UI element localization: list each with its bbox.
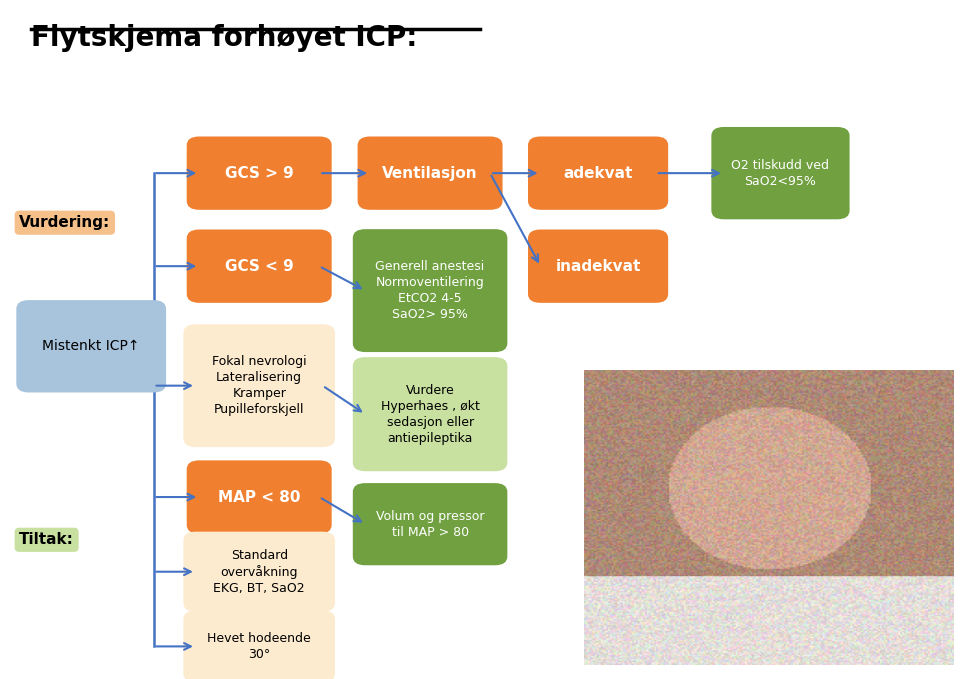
Text: Vurdering:: Vurdering: (19, 215, 110, 230)
Text: GCS < 9: GCS < 9 (225, 259, 294, 274)
Text: Fokal nevrologi
Lateralisering
Kramper
Pupilleforskjell: Fokal nevrologi Lateralisering Kramper P… (212, 355, 306, 416)
FancyBboxPatch shape (183, 610, 335, 679)
FancyBboxPatch shape (353, 483, 507, 565)
FancyBboxPatch shape (711, 127, 850, 219)
FancyBboxPatch shape (16, 300, 166, 392)
FancyBboxPatch shape (186, 230, 332, 303)
Text: Generell anestesi
Normoventilering
EtCO2 4-5
SaO2> 95%: Generell anestesi Normoventilering EtCO2… (375, 260, 485, 321)
FancyBboxPatch shape (353, 230, 507, 352)
Text: Vurdere
Hyperhaes , økt
sedasjon eller
antiepileptika: Vurdere Hyperhaes , økt sedasjon eller a… (381, 384, 479, 445)
FancyBboxPatch shape (183, 325, 335, 447)
Text: Volum og pressor
til MAP > 80: Volum og pressor til MAP > 80 (375, 510, 485, 538)
FancyBboxPatch shape (186, 136, 332, 210)
Text: adekvat: adekvat (564, 166, 633, 181)
FancyBboxPatch shape (528, 230, 668, 303)
Text: Standard
overvåkning
EKG, BT, SaO2: Standard overvåkning EKG, BT, SaO2 (213, 549, 305, 595)
Text: O2 tilskudd ved
SaO2<95%: O2 tilskudd ved SaO2<95% (732, 159, 829, 187)
FancyBboxPatch shape (357, 136, 503, 210)
Text: inadekvat: inadekvat (556, 259, 640, 274)
Text: Mistenkt ICP↑: Mistenkt ICP↑ (42, 340, 140, 353)
Text: Flytskjema forhøyet ICP:: Flytskjema forhøyet ICP: (31, 24, 417, 52)
FancyBboxPatch shape (528, 136, 668, 210)
FancyBboxPatch shape (186, 460, 332, 534)
Text: GCS > 9: GCS > 9 (225, 166, 294, 181)
FancyBboxPatch shape (353, 357, 507, 471)
Text: Ventilasjon: Ventilasjon (382, 166, 478, 181)
FancyBboxPatch shape (183, 532, 335, 612)
Text: Hevet hodeende
30°: Hevet hodeende 30° (207, 632, 311, 661)
Text: MAP < 80: MAP < 80 (218, 490, 300, 504)
Text: Tiltak:: Tiltak: (19, 532, 74, 547)
